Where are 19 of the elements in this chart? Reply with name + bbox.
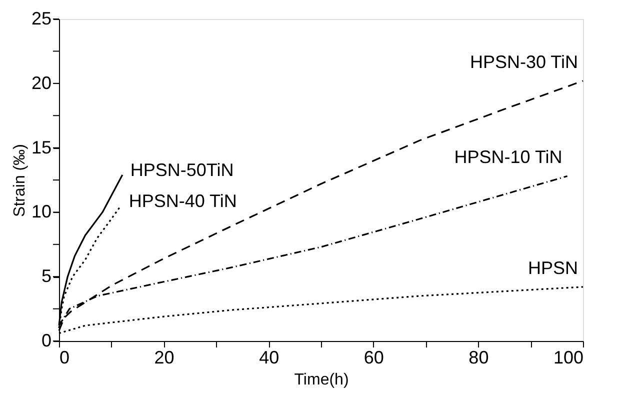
y-tick-label: 20 bbox=[31, 72, 52, 93]
y-tick-label: 15 bbox=[31, 137, 52, 158]
y-tick-label: 10 bbox=[31, 202, 52, 222]
x-tick-label: 20 bbox=[154, 348, 174, 368]
series-label: HPSN bbox=[528, 258, 578, 278]
x-tick-label: 40 bbox=[259, 348, 280, 368]
y-tick-label: 25 bbox=[31, 8, 52, 28]
x-tick-label: 60 bbox=[364, 348, 384, 368]
y-axis-title: Strain (‰) bbox=[11, 144, 28, 217]
series-label: HPSN-40 TiN bbox=[128, 190, 237, 211]
x-tick-label: 80 bbox=[468, 348, 489, 368]
x-axis-title: Time(h) bbox=[294, 372, 349, 388]
series-label: HPSN-10 TiN bbox=[454, 147, 562, 168]
series-label: HPSN-30 TiN bbox=[470, 52, 578, 72]
y-tick-label: 5 bbox=[41, 266, 52, 286]
series-label: HPSN-50TiN bbox=[130, 160, 234, 180]
x-tick-label: 0 bbox=[60, 348, 70, 368]
y-tick-label: 0 bbox=[41, 330, 52, 350]
x-tick-label: 100 bbox=[553, 348, 584, 368]
